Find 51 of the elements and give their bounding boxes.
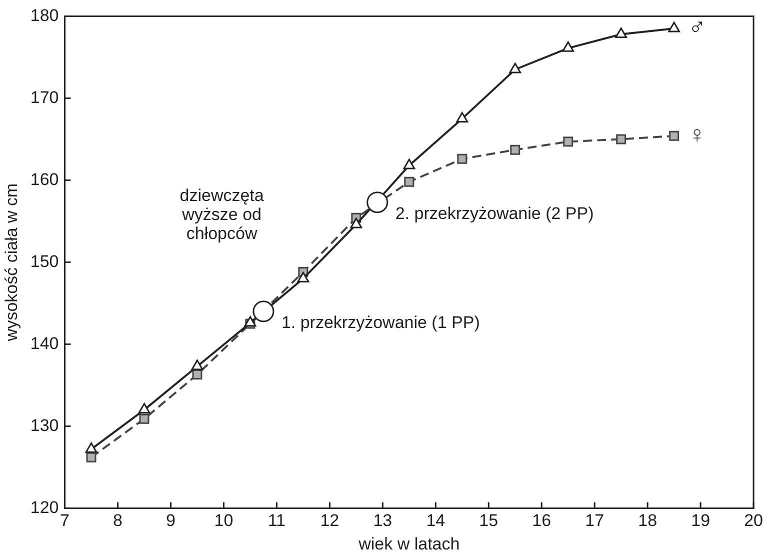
y-tick-label: 180: [30, 6, 59, 25]
point: [350, 218, 362, 228]
point: [191, 360, 204, 370]
x-tick-label: 14: [426, 511, 446, 530]
point: [456, 112, 468, 122]
annotation: 2. przekrzyżowanie (2 PP): [395, 204, 594, 224]
point: [138, 403, 150, 414]
y-tick-label: 170: [30, 88, 59, 107]
point: [457, 154, 468, 164]
x-tick-label: 8: [113, 511, 122, 530]
x-tick-label: 7: [60, 511, 70, 530]
point: [669, 130, 680, 141]
annotation: 1. przekrzyżowanie (1 PP): [281, 313, 480, 332]
point: [244, 316, 256, 327]
point: [510, 144, 520, 155]
x-tick-label: 12: [320, 511, 340, 530]
x-tick-label: 9: [166, 511, 176, 530]
x-tick-label: 11: [268, 511, 286, 530]
y-tick-label: 130: [30, 416, 59, 435]
point: [192, 370, 202, 380]
point: [252, 300, 274, 322]
x-tick-label: 16: [532, 511, 552, 530]
point: [563, 136, 574, 147]
y-tick-label: 160: [30, 170, 59, 189]
y-tick-label: 140: [30, 334, 59, 353]
point: [404, 176, 414, 187]
annotation: dziewczęta wyższe od chłopców: [180, 186, 264, 244]
point: [403, 158, 416, 170]
point: [615, 27, 628, 38]
x-axis-title: wiek w latach: [358, 534, 460, 554]
y-axis-title: wysokość ciała w cm: [2, 183, 21, 342]
y-tick-label: 150: [30, 252, 59, 271]
x-tick-label: 18: [638, 511, 658, 530]
point: [616, 134, 626, 144]
point: [668, 22, 680, 32]
x-tick-label: 19: [691, 511, 710, 530]
x-tick-label: 20: [744, 511, 764, 530]
series-label: ♂: [688, 14, 706, 42]
point: [85, 442, 98, 453]
point: [509, 62, 522, 74]
x-tick-label: 13: [373, 511, 392, 530]
point: [86, 452, 96, 462]
y-tick-label: 120: [30, 498, 59, 517]
point: [366, 192, 388, 214]
point: [297, 272, 310, 282]
point: [562, 41, 574, 52]
series-label: ♀: [688, 122, 706, 149]
x-tick-label: 15: [479, 511, 498, 530]
point: [139, 414, 150, 424]
x-tick-label: 17: [585, 511, 604, 530]
x-tick-label: 10: [214, 511, 234, 530]
